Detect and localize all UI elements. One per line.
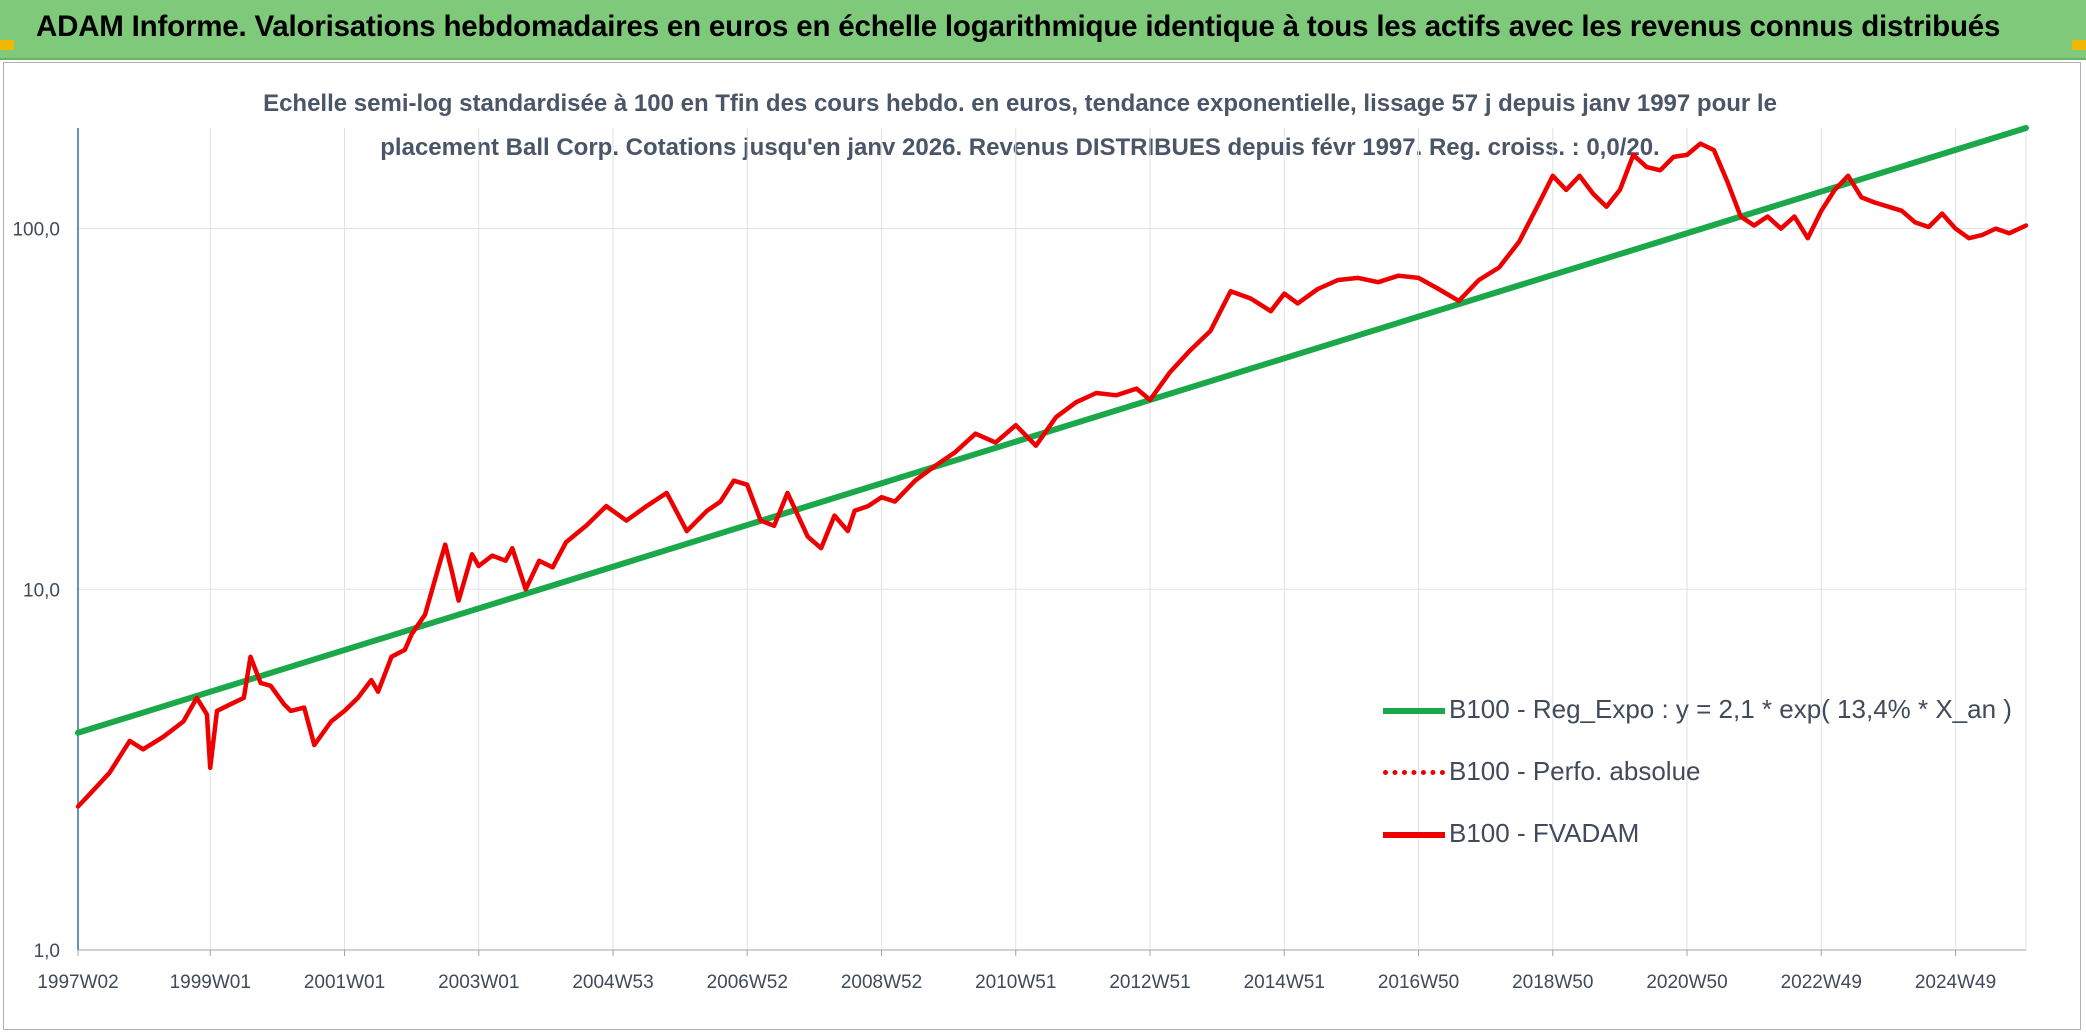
x-tick-label: 2018W50	[1512, 972, 1593, 993]
legend-swatch-fvadam	[1383, 832, 1445, 838]
x-tick-label: 1999W01	[170, 972, 251, 993]
y-tick-label: 1,0	[34, 941, 60, 962]
corner-marker-right	[2072, 40, 2086, 50]
report-banner: ADAM Informe. Valorisations hebdomadaire…	[0, 0, 2086, 60]
chart-subtitle-line1: Echelle semi-log standardisée à 100 en T…	[263, 90, 1777, 117]
x-tick-label: 2008W52	[841, 972, 922, 993]
legend-label-perfo: B100 - Perfo. absolue	[1449, 756, 1701, 786]
x-tick-label: 2016W50	[1378, 972, 1459, 993]
trend-line	[75, 125, 2029, 736]
x-tick-label: 2020W50	[1646, 972, 1727, 993]
y-tick-label: 10,0	[23, 580, 60, 601]
report-title: ADAM Informe. Valorisations hebdomadaire…	[36, 10, 2001, 43]
x-tick-label: 2024W49	[1915, 972, 1996, 993]
corner-marker-left	[0, 40, 14, 50]
fvadam-line	[75, 141, 2029, 809]
x-tick-label: 2001W01	[304, 972, 385, 993]
x-tick-label: 2010W51	[975, 972, 1056, 993]
legend-swatch-trend	[1383, 708, 1445, 714]
chart-subtitle-line2: placement Ball Corp. Cotations jusqu'en …	[380, 134, 1660, 161]
x-tick-label: 2014W51	[1244, 972, 1325, 993]
legend-label-fvadam: B100 - FVADAM	[1449, 818, 1640, 848]
x-tick-label: 2012W51	[1109, 972, 1190, 993]
y-tick-label: 100,0	[12, 220, 60, 241]
x-tick-label: 1997W02	[37, 972, 118, 993]
legend-swatch-perfo	[1383, 770, 1445, 775]
x-tick-label: 2006W52	[707, 972, 788, 993]
x-tick-label: 2003W01	[438, 972, 519, 993]
chart-frame	[3, 62, 2081, 1030]
legend-label-trend: B100 - Reg_Expo : y = 2,1 * exp( 13,4% *…	[1449, 694, 2012, 724]
x-tick-label: 2022W49	[1781, 972, 1862, 993]
x-tick-label: 2004W53	[572, 972, 653, 993]
